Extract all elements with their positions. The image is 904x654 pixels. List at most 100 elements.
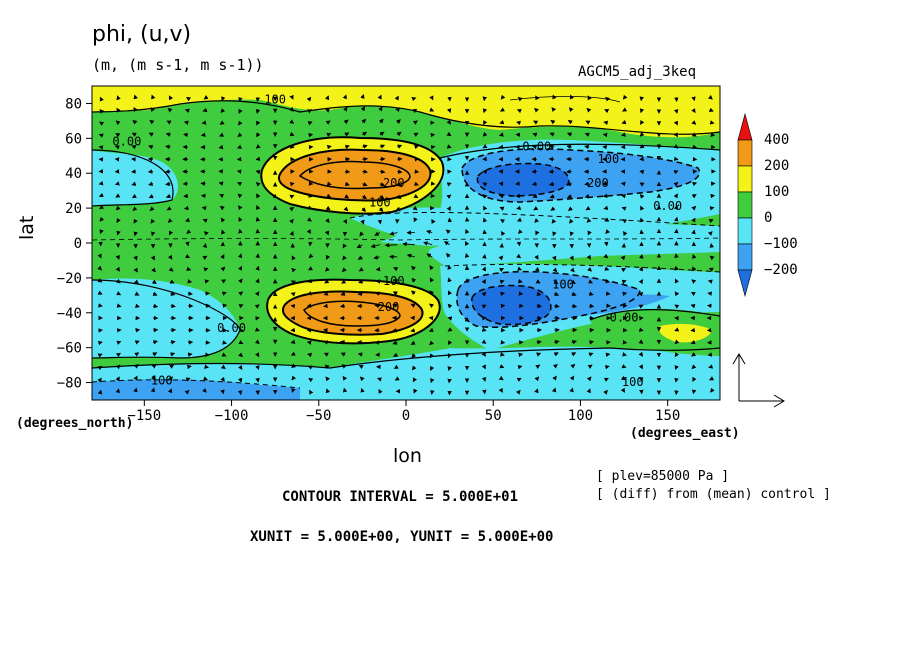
contour-label: 200 [378,300,400,314]
wind-vector [536,340,542,345]
wind-vector [291,363,297,369]
wind-vector [412,120,418,125]
wind-vector [148,181,154,187]
wind-vector [585,206,591,211]
wind-vector [289,206,295,212]
wind-vector [446,119,452,125]
wind-vector [187,279,193,284]
wind-vector [151,231,156,237]
wind-vector [516,217,522,222]
wind-vector [116,107,121,113]
wind-vector [692,181,698,187]
wind-vector [115,205,121,211]
wind-vector [638,339,644,344]
y-tick-label: −40 [57,306,82,322]
wind-vector [362,169,369,174]
wind-vector [151,94,156,100]
wind-vector [202,218,208,223]
wind-vector [517,278,523,284]
wind-vector [586,254,591,260]
x-tick-label: −150 [127,408,161,424]
wind-vector [344,194,350,199]
wind-vector [238,216,243,222]
wind-vector [131,132,137,137]
wind-vector [289,106,294,112]
wind-vector [149,206,155,211]
wind-vector [204,279,210,284]
wind-vector [446,252,451,258]
wind-vector [549,194,555,199]
y-tick-label: 40 [65,166,82,182]
wind-vector [221,279,227,284]
wind-vector [151,279,157,285]
wind-vector [185,253,191,259]
wind-vector [220,217,226,223]
wind-vector [222,340,228,345]
wind-vector [411,365,417,371]
wind-vector [531,181,537,187]
wind-vector [168,376,174,382]
wind-vector [481,376,487,382]
wind-vector [465,253,470,259]
wind-vector [674,327,680,332]
wind-vector [221,96,226,102]
wind-vector [429,265,434,271]
wind-vector [166,120,172,125]
wind-vector [517,266,523,271]
wind-vector [585,120,591,125]
contour-label: 0.00 [522,140,551,154]
wind-vector [483,120,488,126]
wind-vector [133,363,139,369]
wind-vector [481,339,487,344]
wind-vector [446,108,452,114]
wind-vector [290,280,296,285]
wind-vector [255,144,261,149]
wind-vector [536,303,542,309]
wind-vector [307,205,313,210]
wind-vector [465,228,470,234]
wind-vector [165,144,171,150]
wind-vector [707,279,713,284]
wind-vector [99,109,105,114]
wind-vector [343,106,348,112]
wind-vector [499,364,505,369]
wind-vector [673,193,678,199]
wind-vector [116,230,121,236]
wind-vector [393,279,399,284]
wind-vector [392,328,398,333]
wind-vector [604,109,610,114]
wind-vector [532,132,538,137]
wind-vector [482,217,488,223]
wind-vector [340,340,346,345]
wind-vector [357,291,363,296]
filled-contours [92,86,720,400]
wind-vector [97,278,103,283]
contour-label: 100 [383,274,405,288]
wind-vector [378,388,383,394]
wind-vector [342,255,347,261]
wind-vector [97,377,102,383]
wind-vector [255,109,261,114]
wind-vector [356,243,363,249]
wind-vector [220,376,225,382]
wind-vector [359,231,364,237]
wind-vector [481,351,487,357]
wind-vector [131,181,137,186]
wind-vector [571,352,577,357]
wind-vector [149,119,155,125]
wind-vector [379,169,386,174]
wind-vector [674,304,680,309]
wind-vector [185,377,191,382]
wind-vector [133,218,138,224]
wind-vector [587,230,592,236]
wind-vector [640,205,645,211]
wind-vector [533,206,539,211]
wind-vector [170,340,176,345]
wind-vector [341,364,347,369]
wind-vector [186,96,192,102]
wind-vector [99,216,105,222]
wind-vector [238,327,244,333]
wind-vector [534,388,539,394]
wind-vector [133,255,138,261]
wind-vector [692,144,698,149]
